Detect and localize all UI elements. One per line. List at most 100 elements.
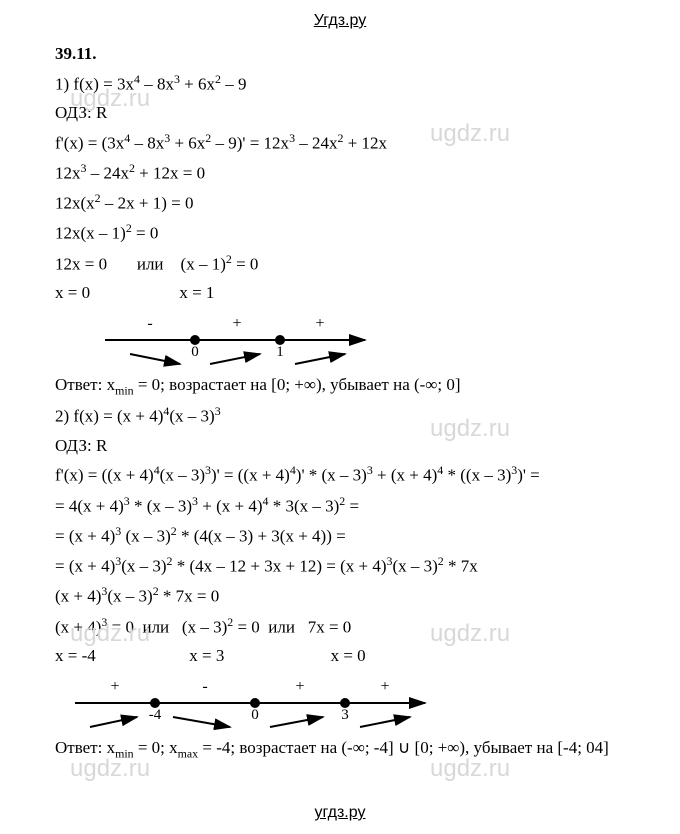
sub: max bbox=[178, 746, 198, 760]
text: = (x + 4) bbox=[55, 557, 115, 576]
p1-domain: ОДЗ: R bbox=[55, 101, 640, 126]
text: + (x + 4) bbox=[373, 466, 438, 485]
text: x = 1 bbox=[179, 283, 214, 302]
p2-d1: f'(x) = ((x + 4)4(x – 3)3)' = ((x + 4)4)… bbox=[55, 462, 640, 488]
p1-eq1: 12x3 – 24x2 + 12x = 0 bbox=[55, 160, 640, 186]
text: )' = ((x + 4) bbox=[211, 466, 290, 485]
text: )' = bbox=[517, 466, 540, 485]
text: – 24x bbox=[295, 133, 338, 152]
text: – 9 bbox=[221, 74, 247, 93]
text: 12x(x – 1) bbox=[55, 224, 126, 243]
p1-fn: 1) f(x) = 3x4 – 8x3 + 6x2 – 9 bbox=[55, 71, 640, 97]
exp: 3 bbox=[215, 404, 221, 418]
svg-text:-4: -4 bbox=[149, 707, 162, 723]
text: * (4(x – 3) + 3(x + 4)) = bbox=[177, 527, 346, 546]
p1-numberline: - + + 0 1 bbox=[95, 312, 640, 367]
text: 12x = 0 bbox=[55, 254, 107, 273]
text: (x – 1) bbox=[181, 254, 226, 273]
text: + 6x bbox=[180, 74, 215, 93]
svg-text:+: + bbox=[315, 315, 324, 332]
text: Ответ: x bbox=[55, 375, 115, 394]
text: x = 3 bbox=[189, 646, 224, 665]
text: 12x(x bbox=[55, 194, 95, 213]
text: – 8x bbox=[130, 133, 164, 152]
text: 7x = 0 bbox=[308, 617, 352, 636]
p2-sol: x = -4 x = 3 x = 0 bbox=[55, 644, 640, 669]
svg-text:+: + bbox=[295, 678, 304, 695]
p1-eq3: 12x(x – 1)2 = 0 bbox=[55, 220, 640, 246]
p1-eq4: 12x = 0 или (x – 1)2 = 0 bbox=[55, 251, 640, 277]
text: + 6x bbox=[170, 133, 205, 152]
p1-deriv: f'(x) = (3x4 – 8x3 + 6x2 – 9)' = 12x3 – … bbox=[55, 130, 640, 156]
text: * (x – 3) bbox=[130, 496, 192, 515]
text: = bbox=[345, 496, 359, 515]
p1-answer: Ответ: xmin = 0; возрастает на [0; +∞), … bbox=[55, 373, 640, 400]
text: (x + 4) bbox=[55, 617, 101, 636]
text: – 8x bbox=[140, 74, 174, 93]
svg-text:3: 3 bbox=[341, 707, 349, 723]
text: = 4(x + 4) bbox=[55, 496, 124, 515]
p2-fn: 2) f(x) = (x + 4)4(x – 3)3 bbox=[55, 403, 640, 429]
text: )' * (x – 3) bbox=[296, 466, 367, 485]
text: * 3(x – 3) bbox=[268, 496, 339, 515]
text: * (4x – 12 + 3x + 12) = (x + 4) bbox=[172, 557, 386, 576]
p2-d3: = (x + 4)3 (x – 3)2 * (4(x – 3) + 3(x + … bbox=[55, 523, 640, 549]
p1-eq2: 12x(x2 – 2x + 1) = 0 bbox=[55, 190, 640, 216]
svg-text:-: - bbox=[147, 315, 152, 332]
text: x = 0 bbox=[55, 283, 90, 302]
numberline-svg: + - + + -4 0 3 bbox=[65, 675, 435, 730]
text: (x – 3) bbox=[121, 557, 166, 576]
svg-text:+: + bbox=[110, 678, 119, 695]
text: (x – 3) bbox=[392, 557, 437, 576]
text: + (x + 4) bbox=[198, 496, 263, 515]
svg-text:+: + bbox=[380, 678, 389, 695]
p2-d4: = (x + 4)3(x – 3)2 * (4x – 12 + 3x + 12)… bbox=[55, 553, 640, 579]
text: – 9)' = 12x bbox=[211, 133, 289, 152]
or: или bbox=[137, 254, 164, 273]
footer-link: угдз.ру bbox=[0, 804, 680, 822]
text: – 2x + 1) = 0 bbox=[101, 194, 194, 213]
or: или bbox=[268, 617, 295, 636]
text: (x – 3) bbox=[121, 527, 171, 546]
p2-zero: (x + 4)3(x – 3)2 * 7x = 0 bbox=[55, 583, 640, 609]
svg-text:0: 0 bbox=[251, 707, 259, 723]
text: (x – 3) bbox=[182, 617, 227, 636]
text: = -4; возрастает на (-∞; -4] ∪ [0; +∞), … bbox=[198, 738, 609, 757]
p2-factors: (x + 4)3 = 0 или (x – 3)2 = 0 или 7x = 0 bbox=[55, 614, 640, 640]
text: = 0 bbox=[233, 617, 260, 636]
content: 39.11. 1) f(x) = 3x4 – 8x3 + 6x2 – 9 ОДЗ… bbox=[0, 42, 680, 762]
text: = 0 bbox=[107, 617, 134, 636]
text: + 12x = 0 bbox=[135, 164, 205, 183]
or: или bbox=[142, 617, 169, 636]
p2-domain: ОДЗ: R bbox=[55, 434, 640, 459]
text: = 0 bbox=[232, 254, 259, 273]
p2-d2: = 4(x + 4)3 * (x – 3)3 + (x + 4)4 * 3(x … bbox=[55, 493, 640, 519]
header-link: Угдз.ру bbox=[0, 0, 680, 38]
p2-numberline: + - + + -4 0 3 bbox=[65, 675, 640, 730]
text: x = -4 bbox=[55, 646, 96, 665]
text: = 0 bbox=[132, 224, 159, 243]
text: 1) f(x) = 3x bbox=[55, 74, 134, 93]
text: 2) f(x) = (x + 4) bbox=[55, 407, 163, 426]
text: = 0; возрастает на [0; +∞), убывает на (… bbox=[134, 375, 461, 394]
text: Ответ: x bbox=[55, 738, 115, 757]
numberline-svg: - + + 0 1 bbox=[95, 312, 375, 367]
problem-number: 39.11. bbox=[55, 42, 640, 67]
text: + 12x bbox=[343, 133, 387, 152]
svg-text:1: 1 bbox=[276, 344, 284, 360]
text: = (x + 4) bbox=[55, 527, 115, 546]
sub: min bbox=[115, 383, 134, 397]
text: (x + 4) bbox=[55, 587, 101, 606]
text: f'(x) = ((x + 4) bbox=[55, 466, 154, 485]
svg-text:+: + bbox=[232, 315, 241, 332]
text: – 24x bbox=[86, 164, 129, 183]
p1-sol: x = 0 x = 1 bbox=[55, 281, 640, 306]
text: * 7x = 0 bbox=[159, 587, 220, 606]
text: f'(x) = (3x bbox=[55, 133, 124, 152]
text: x = 0 bbox=[331, 646, 366, 665]
svg-text:0: 0 bbox=[191, 344, 199, 360]
sub: min bbox=[115, 746, 134, 760]
text: * ((x – 3) bbox=[443, 466, 511, 485]
text: = 0; x bbox=[134, 738, 178, 757]
svg-text:-: - bbox=[202, 678, 207, 695]
